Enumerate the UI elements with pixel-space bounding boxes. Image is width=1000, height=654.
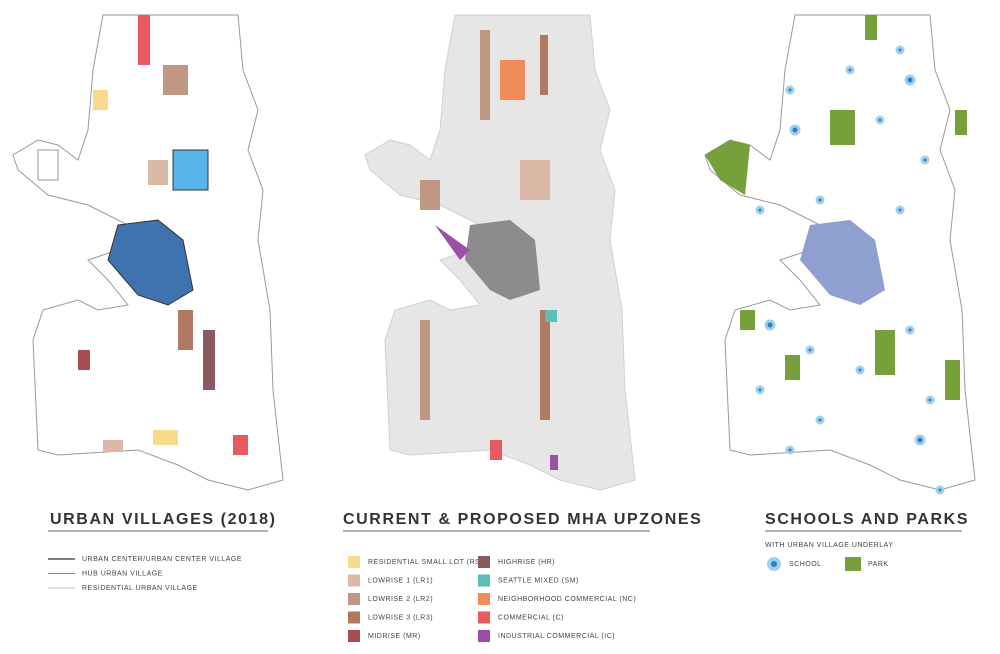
legend-swatch (478, 593, 490, 605)
map-urban-villages (12, 14, 284, 491)
legend-label: INDUSTRIAL COMMERCIAL (IC) (498, 633, 615, 640)
legend-label: HIGHRISE (HR) (498, 559, 555, 566)
legend-label: SEATTLE MIXED (SM) (498, 577, 579, 584)
legend-swatch (478, 574, 490, 587)
panel-title: CURRENT & PROPOSED MHA UPZONES (343, 511, 702, 528)
legend-swatch (348, 574, 360, 587)
legend-label: MIDRISE (MR) (368, 633, 421, 640)
legend-label: HUB URBAN VILLAGE (82, 570, 163, 577)
legend-label: URBAN CENTER/URBAN CENTER VILLAGE (82, 556, 242, 563)
panel-subtitle: WITH URBAN VILLAGE UNDERLAY (765, 542, 894, 549)
legend-swatch (478, 630, 490, 642)
legend-label: RESIDENTIAL SMALL LOT (RSL) (368, 559, 487, 566)
map-schools-parks (704, 14, 976, 495)
legend-label: SCHOOL (789, 561, 822, 568)
legend-school-symbol (767, 557, 781, 571)
legend-label: LOWRISE 3 (LR3) (368, 614, 433, 621)
legend-swatch (478, 556, 490, 568)
legend-swatch (348, 556, 360, 568)
legend-swatch (348, 611, 360, 624)
map-upzones (364, 14, 636, 491)
legends: URBAN CENTER/URBAN CENTER VILLAGE HUB URB… (48, 556, 889, 642)
legend-swatch (478, 611, 490, 624)
panel-title: SCHOOLS AND PARKS (765, 511, 969, 528)
legend-label: LOWRISE 1 (LR1) (368, 577, 433, 584)
panel-title: URBAN VILLAGES (2018) (50, 511, 277, 528)
legend-label: NEIGHBORHOOD COMMERCIAL (NC) (498, 596, 636, 603)
legend-label: RESIDENTIAL URBAN VILLAGE (82, 585, 198, 592)
legend-label: LOWRISE 2 (LR2) (368, 596, 433, 603)
legend-label: PARK (868, 561, 889, 568)
legend-swatch (348, 593, 360, 605)
legend-swatch (348, 630, 360, 642)
legend-label: COMMERCIAL (C) (498, 614, 564, 621)
legend-swatch (845, 557, 861, 571)
